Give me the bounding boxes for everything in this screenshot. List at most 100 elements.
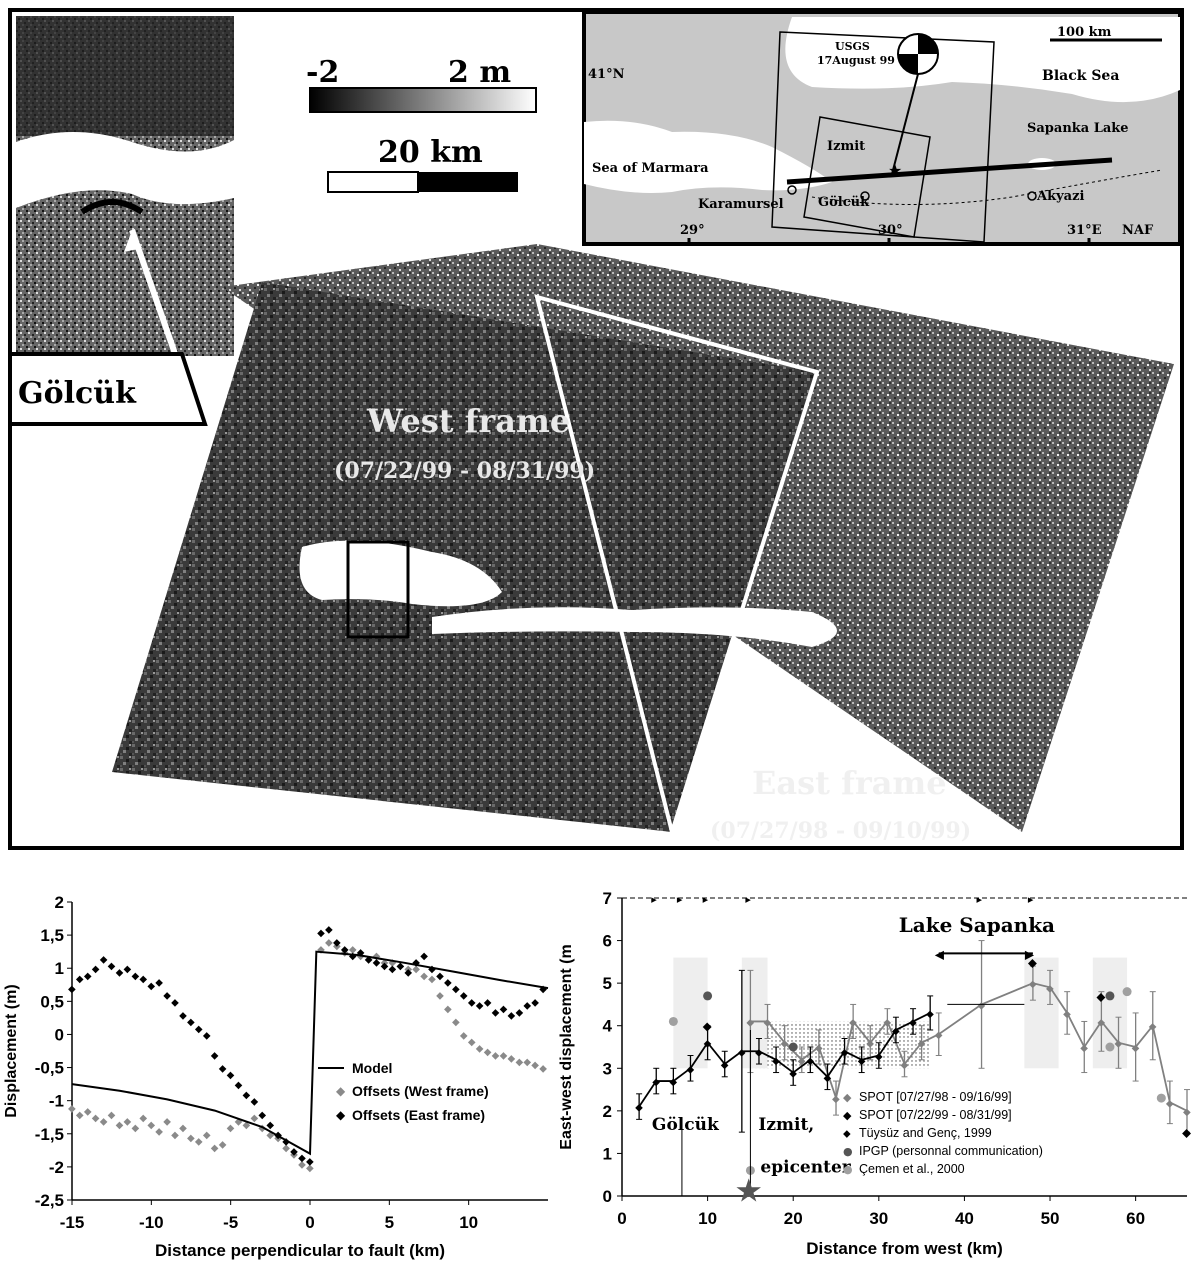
chart-2-y-tick-label: 6 <box>603 932 612 951</box>
chart-1-y-tick-label: -2 <box>49 1158 64 1177</box>
east-offset-point: ◆ <box>108 961 116 972</box>
west-offset-point: ◆ <box>163 1117 171 1128</box>
chart-1-y-tick-label: 2 <box>55 893 64 912</box>
east-offset-point: ◆ <box>100 954 108 965</box>
chart-2-y-tick-label: 5 <box>603 974 612 993</box>
model-line <box>71 950 549 1156</box>
west-offset-point: ◆ <box>460 1030 468 1041</box>
chart-1-y-tick-label: -1,5 <box>35 1125 64 1144</box>
spot-2-point: ◆ <box>806 1056 814 1067</box>
tuysuz-point: ⬥ <box>703 1020 712 1035</box>
west-offset-point: ◆ <box>373 951 381 962</box>
lon-30-label: 30° <box>878 223 903 238</box>
east-offset-point: ◆ <box>211 1050 219 1061</box>
west-offset-point: ◆ <box>282 1143 290 1154</box>
east-offset-point: ◆ <box>460 991 468 1002</box>
west-offset-point: ◆ <box>100 1117 108 1128</box>
east-offset-point: ◆ <box>227 1070 235 1081</box>
east-offset-point: ◆ <box>381 961 389 972</box>
spot-1-point: ◆ <box>1115 1039 1123 1050</box>
west-offset-point: ◆ <box>250 1113 258 1124</box>
chart-1-x-tick-label: -15 <box>60 1213 85 1232</box>
segment-arrow: ▸ <box>977 893 983 906</box>
chart-2-legend: ◆ SPOT [07/27/98 - 09/16/99] ◆ SPOT [07/… <box>843 1090 1043 1176</box>
naf-label: NAF <box>1122 223 1154 238</box>
west-offset-point: ◆ <box>306 1163 314 1174</box>
west-offset-point: ◆ <box>500 1050 508 1061</box>
west-offset-point: ◆ <box>116 1120 124 1131</box>
legend-spot1-swatch: ◆ <box>843 1091 852 1104</box>
east-offset-point: ◆ <box>357 948 365 959</box>
spot-2-point: ◆ <box>909 1017 917 1028</box>
east-offset-point: ◆ <box>171 997 179 1008</box>
west-offset-point: ◆ <box>484 1047 492 1058</box>
east-offset-point: ◆ <box>131 971 139 982</box>
east-offset-point: ◆ <box>139 974 147 985</box>
west-offset-point: ◆ <box>92 1113 100 1124</box>
west-offset-point: ◆ <box>468 1037 476 1048</box>
lake-range-arrow-left: ◀ <box>935 947 945 961</box>
east-offset-point: ◆ <box>484 997 492 1008</box>
west-frame-dates: (07/22/99 - 08/31/99) <box>334 458 595 484</box>
spot-2-point: ◆ <box>926 1009 934 1020</box>
east-offset-point: ◆ <box>298 1153 306 1164</box>
spot-2-point: ◆ <box>875 1052 883 1063</box>
chart-2-x-tick-label: 30 <box>869 1209 888 1228</box>
color-scale-max: 2 m <box>448 55 511 90</box>
epicenter-star-icon: ★ <box>888 161 902 180</box>
legend-west-swatch: ◆ <box>336 1084 346 1098</box>
spot-1-point: ◆ <box>832 1094 840 1105</box>
scale-bar-black <box>418 172 518 192</box>
legend-tuysuz-swatch: ⬥ <box>843 1127 851 1140</box>
spot-2-point: ◆ <box>738 1047 746 1058</box>
west-offset-point: ◆ <box>171 1130 179 1141</box>
legend-ipgp-swatch: ● <box>843 1145 853 1158</box>
spot-1-point: ◆ <box>1097 1017 1105 1028</box>
chart-1-y-tick-label: -0,5 <box>35 1059 64 1078</box>
chart-2-svg: East-west displacement (m Distance from … <box>558 889 1191 1258</box>
chart-1-x-tick-label: -10 <box>139 1213 164 1232</box>
chart-2-x-tick-label: 10 <box>698 1209 717 1228</box>
east-offset-point: ◆ <box>539 984 547 995</box>
lake-sapanka-label: Lake Sapanka <box>899 913 1055 937</box>
west-offset-point: ◆ <box>404 964 412 975</box>
shaded-band <box>741 957 768 1069</box>
spot-2-point: ◆ <box>669 1077 677 1088</box>
location-map: ★ <box>582 12 1180 246</box>
chart-2-x-tick-label: 0 <box>617 1209 626 1228</box>
black-sea-label: Black Sea <box>1042 68 1119 84</box>
chart-1-legend: Model ◆ Offsets (West frame) ◆ Offsets (… <box>318 1060 489 1123</box>
west-offset-point: ◆ <box>365 954 373 965</box>
west-offset-point: ◆ <box>108 1110 116 1121</box>
west-offset-point: ◆ <box>539 1064 547 1075</box>
west-offset-point: ◆ <box>298 1160 306 1171</box>
west-offset-point: ◆ <box>531 1060 539 1071</box>
interferogram-image <box>112 244 1174 840</box>
west-offset-point: ◆ <box>243 1120 251 1131</box>
west-offset-point: ◆ <box>444 1004 452 1015</box>
west-frame-title: West frame <box>366 402 570 440</box>
east-offset-point: ◆ <box>452 984 460 995</box>
east-frame-dates: (07/27/98 - 09/10/99) <box>710 818 971 844</box>
east-offset-point: ◆ <box>179 1011 187 1022</box>
east-offset-point: ◆ <box>282 1136 290 1147</box>
tuysuz-point: ⬥ <box>1096 990 1105 1005</box>
legend-spot2-swatch: ◆ <box>843 1109 852 1122</box>
west-offset-point: ◆ <box>274 1133 282 1144</box>
golcuk-inset <box>16 16 234 418</box>
east-offset-point: ◆ <box>147 981 155 992</box>
east-offset-point: ◆ <box>515 1007 523 1018</box>
spot-1-point: ◆ <box>1029 979 1037 990</box>
east-offset-point: ◆ <box>341 944 349 955</box>
east-offset-point: ◆ <box>444 977 452 988</box>
chart-1-x-tick-label: 0 <box>305 1213 314 1232</box>
west-offset-point: ◆ <box>147 1120 155 1131</box>
east-frame-title: East frame <box>752 764 947 802</box>
east-offset-point: ◆ <box>116 968 124 979</box>
east-offset-point: ◆ <box>373 958 381 969</box>
tuysuz-point: ⬥ <box>1182 1126 1191 1141</box>
east-offset-point: ◆ <box>92 964 100 975</box>
chart-2-y-tick-label: 1 <box>603 1144 612 1163</box>
chart-2-x-tick-label: 20 <box>784 1209 803 1228</box>
west-offset-point: ◆ <box>333 941 341 952</box>
